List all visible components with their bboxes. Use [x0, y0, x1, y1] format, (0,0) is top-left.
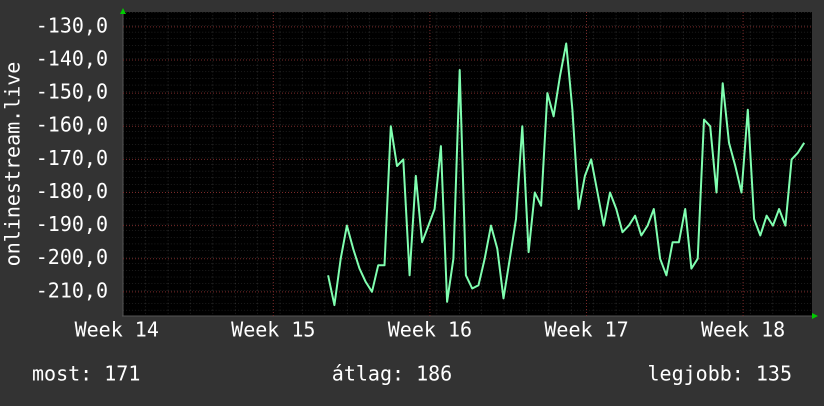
- stat-label: átlag: 186: [332, 362, 452, 386]
- y-tick-label: -150,0: [36, 80, 108, 104]
- data-line: [327, 42, 806, 307]
- y-tick-label: -140,0: [36, 47, 108, 71]
- x-tick-label: Week 16: [388, 318, 472, 342]
- x-tick-label: Week 18: [701, 318, 785, 342]
- y-tick-label: -160,0: [36, 113, 108, 137]
- y-tick-label: -200,0: [36, 245, 108, 269]
- axes: [122, 10, 812, 317]
- y-tick-label: -130,0: [36, 13, 108, 37]
- minor-grid: [123, 12, 812, 316]
- y-tick-label: -190,0: [36, 212, 108, 236]
- y-axis-label: onlinestream.live: [1, 62, 25, 267]
- stat-label: legjobb: 135: [648, 362, 793, 386]
- y-tick-label: -180,0: [36, 179, 108, 203]
- x-tick-label: Week 17: [544, 318, 628, 342]
- y-tick-label: -210,0: [36, 278, 108, 302]
- x-tick-label: Week 14: [75, 318, 159, 342]
- y-tick-label: -170,0: [36, 146, 108, 170]
- stat-label: most: 171: [32, 362, 140, 386]
- x-tick-label: Week 15: [231, 318, 315, 342]
